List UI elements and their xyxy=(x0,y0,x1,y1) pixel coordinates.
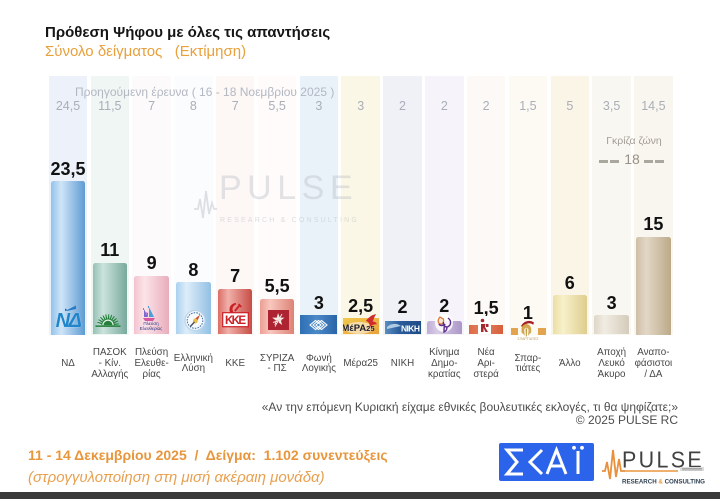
svg-text:ΝΙΚΗ: ΝΙΚΗ xyxy=(401,324,420,334)
svg-text:KKE: KKE xyxy=(225,315,246,327)
svg-text:ΜέΡΑ25: ΜέΡΑ25 xyxy=(343,323,374,334)
svg-text:RESEARCH & CONSULTING: RESEARCH & CONSULTING xyxy=(622,479,705,486)
